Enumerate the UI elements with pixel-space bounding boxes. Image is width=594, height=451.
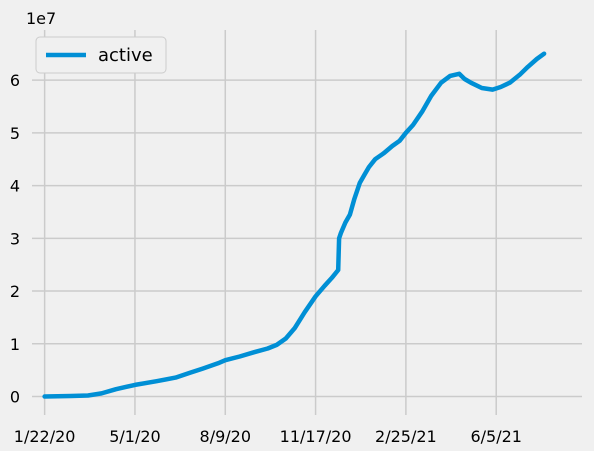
x-tick-label: 1/22/20 xyxy=(14,427,76,446)
y-tick-label: 0 xyxy=(10,388,20,407)
y-tick-labels: 0 1 2 3 4 5 6 xyxy=(10,71,20,406)
y-scale-label: 1e7 xyxy=(26,9,56,28)
y-tick-label: 1 xyxy=(10,335,20,354)
x-tick-label: 11/17/20 xyxy=(280,427,352,446)
series-layer xyxy=(42,51,547,399)
series-line-active xyxy=(42,51,547,399)
x-tick-label: 5/1/20 xyxy=(109,427,161,446)
grid xyxy=(32,30,582,415)
x-tick-label: 6/5/21 xyxy=(470,427,522,446)
y-tick-label: 4 xyxy=(10,177,20,196)
y-tick-label: 6 xyxy=(10,71,20,90)
y-tick-label: 5 xyxy=(10,124,20,143)
y-tick-label: 2 xyxy=(10,282,20,301)
y-tick-label: 3 xyxy=(10,229,20,248)
x-tick-label: 8/9/20 xyxy=(200,427,252,446)
x-tick-labels: 1/22/20 5/1/20 8/9/20 11/17/20 2/25/21 6/5/21 xyxy=(14,427,522,446)
x-tick-label: 2/25/21 xyxy=(375,427,437,446)
legend-label: active xyxy=(98,45,153,66)
legend-box xyxy=(35,36,167,74)
legend: active xyxy=(35,36,167,74)
